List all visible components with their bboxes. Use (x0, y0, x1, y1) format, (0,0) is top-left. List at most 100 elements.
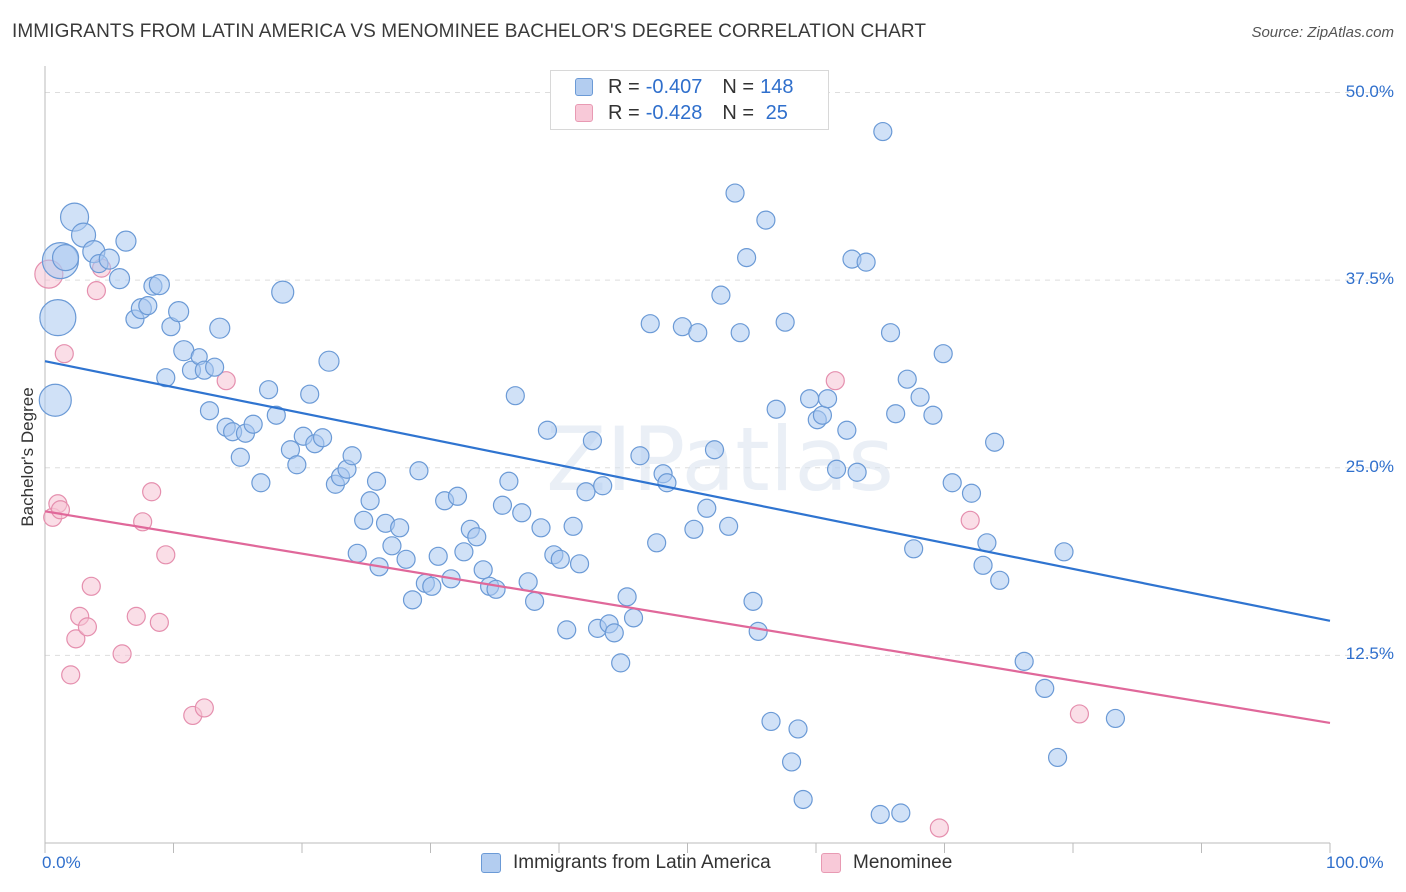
latin-america-point (977, 533, 997, 553)
latin-america-point (422, 576, 442, 596)
latin-america-point (788, 719, 808, 739)
latin-america-point (817, 389, 838, 409)
latin-america-point (985, 432, 1005, 452)
legend-row-blue: R = -0.407 N = 148 (575, 76, 793, 98)
latin-america-point (531, 518, 551, 538)
latin-america-point (409, 461, 429, 481)
menominee-point (825, 371, 845, 391)
latin-america-point (743, 591, 763, 611)
latin-america-point (593, 476, 613, 496)
menominee-point (86, 281, 107, 301)
latin-america-point (933, 344, 953, 364)
y-tick-label: 25.0% (1345, 456, 1394, 476)
menominee-point (61, 665, 81, 685)
series-swatch-pink (821, 853, 841, 873)
latin-america-point (799, 389, 820, 409)
latin-america-point (688, 323, 708, 343)
latin-america-point (428, 546, 448, 566)
menominee-points (34, 258, 1090, 838)
latin-america-point (837, 420, 857, 440)
latin-america-point (748, 621, 768, 641)
latin-america-point (781, 752, 802, 772)
latin-america-point (366, 471, 387, 491)
latin-america-point (623, 608, 644, 628)
latin-america-point (684, 519, 704, 539)
menominee-point (216, 371, 236, 391)
latin-america-trend-line (44, 360, 1331, 622)
latin-america-point (518, 572, 538, 592)
latin-america-point (512, 503, 532, 523)
latin-america-point (1047, 747, 1068, 768)
latin-america-point (793, 789, 813, 810)
latin-america-point (98, 248, 120, 270)
latin-america-point (826, 459, 847, 479)
menominee-point (142, 482, 162, 502)
latin-america-point (499, 471, 519, 491)
latin-america-point (266, 405, 286, 425)
latin-america-point (312, 428, 333, 448)
latin-america-point (737, 248, 757, 268)
latin-america-point (897, 369, 917, 389)
latin-america-point (904, 539, 924, 559)
legend-r-value: -0.428 (645, 101, 703, 124)
latin-america-point (873, 121, 893, 142)
x-tick-label-max: 100.0% (1326, 853, 1384, 872)
latin-america-point (354, 510, 374, 530)
latin-america-point (569, 554, 590, 574)
latin-america-point (243, 414, 263, 434)
latin-america-point (454, 542, 474, 562)
latin-america-point (492, 495, 513, 515)
latin-america-point (563, 516, 583, 536)
latin-america-points (38, 121, 1126, 825)
menominee-point (149, 612, 169, 632)
latin-america-point (287, 455, 307, 475)
latin-america-point (447, 486, 468, 506)
gridlines (45, 92, 1393, 656)
latin-america-point (115, 230, 137, 252)
latin-america-point (550, 549, 570, 569)
latin-america-point (730, 323, 750, 343)
menominee-point (156, 545, 176, 565)
latin-america-point (148, 274, 170, 296)
latin-america-point (486, 579, 506, 599)
latin-america-point (402, 590, 423, 610)
legend-n-value: 148 (760, 75, 794, 98)
legend-r-value: -0.407 (645, 75, 703, 98)
latin-america-point (557, 620, 577, 640)
latin-america-point (467, 527, 487, 547)
series-legend-item-menominee: Menominee (821, 852, 952, 874)
latin-america-point (886, 404, 906, 424)
latin-america-point (856, 252, 876, 272)
menominee-point (194, 698, 214, 718)
legend-n-label: N = (722, 75, 755, 98)
menominee-point (66, 629, 86, 649)
latin-america-point (258, 380, 279, 400)
latin-america-point (1014, 651, 1034, 671)
latin-america-point (697, 498, 717, 518)
series-label-menominee: Menominee (853, 852, 953, 873)
latin-america-point (766, 399, 786, 419)
latin-america-point (537, 420, 558, 440)
latin-america-point (576, 482, 596, 502)
latin-america-point (1035, 678, 1055, 699)
latin-america-point (108, 268, 131, 290)
latin-america-point (640, 314, 660, 334)
y-tick-label: 37.5% (1345, 269, 1394, 289)
legend-r-label: R = (608, 75, 640, 98)
menominee-point (50, 500, 71, 520)
latin-america-point (360, 491, 380, 511)
correlation-legend: R = -0.407 N = 148 R = -0.428 N = 25 (550, 70, 829, 130)
menominee-point (126, 606, 146, 626)
y-tick-label: 50.0% (1345, 81, 1394, 101)
chart-title: IMMIGRANTS FROM LATIN AMERICA VS MENOMIN… (12, 21, 927, 42)
latin-america-point (209, 317, 231, 339)
latin-america-point (38, 383, 72, 417)
latin-america-point (711, 285, 731, 305)
latin-america-point (390, 518, 410, 538)
latin-america-point (719, 516, 739, 536)
menominee-point (54, 344, 74, 364)
latin-america-point (230, 447, 250, 467)
latin-america-point (524, 591, 545, 611)
menominee-point (81, 576, 101, 596)
